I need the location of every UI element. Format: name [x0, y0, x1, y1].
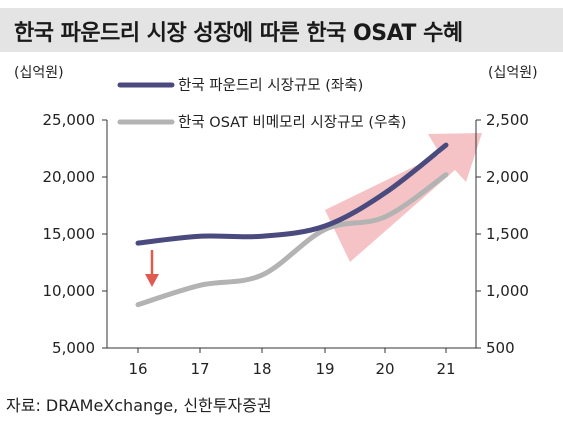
series-line-foundry [135, 142, 449, 246]
right-tick-label: 1,000 [486, 282, 529, 300]
x-tick-label: 18 [252, 360, 271, 378]
left-tick-label: 5,000 [52, 339, 95, 357]
chart-title: 한국 파운드리 시장 성장에 따른 한국 OSAT 수혜 [14, 21, 463, 46]
decline-arrow-head [145, 274, 159, 287]
series-line-osat [135, 172, 449, 308]
source-note: 자료: DRAMeXchange, 신한투자증권 [6, 396, 272, 415]
title-bar [0, 8, 563, 52]
legend-label-foundry: 한국 파운드리 시장규모 (좌축) [178, 77, 363, 94]
x-tick-label: 20 [375, 360, 394, 378]
right-tick-label: 2,000 [486, 168, 529, 186]
right-tick-label: 1,500 [486, 225, 529, 243]
left-axis-unit: (십억원) [14, 65, 64, 81]
x-tick-label: 19 [315, 360, 334, 378]
legend-label-osat: 한국 OSAT 비메모리 시장규모 (우축) [178, 114, 406, 131]
x-tick-label: 16 [128, 360, 147, 378]
right-tick-label: 500 [486, 339, 515, 357]
right-tick-label: 2,500 [486, 111, 529, 129]
right-axis-unit: (십억원) [488, 65, 538, 81]
left-tick-label: 25,000 [43, 111, 96, 129]
x-tick-label: 21 [436, 360, 455, 378]
x-tick-label: 17 [190, 360, 209, 378]
left-tick-label: 15,000 [43, 225, 96, 243]
left-tick-label: 20,000 [43, 168, 96, 186]
growth-arrow [325, 133, 482, 262]
left-tick-label: 10,000 [43, 282, 96, 300]
